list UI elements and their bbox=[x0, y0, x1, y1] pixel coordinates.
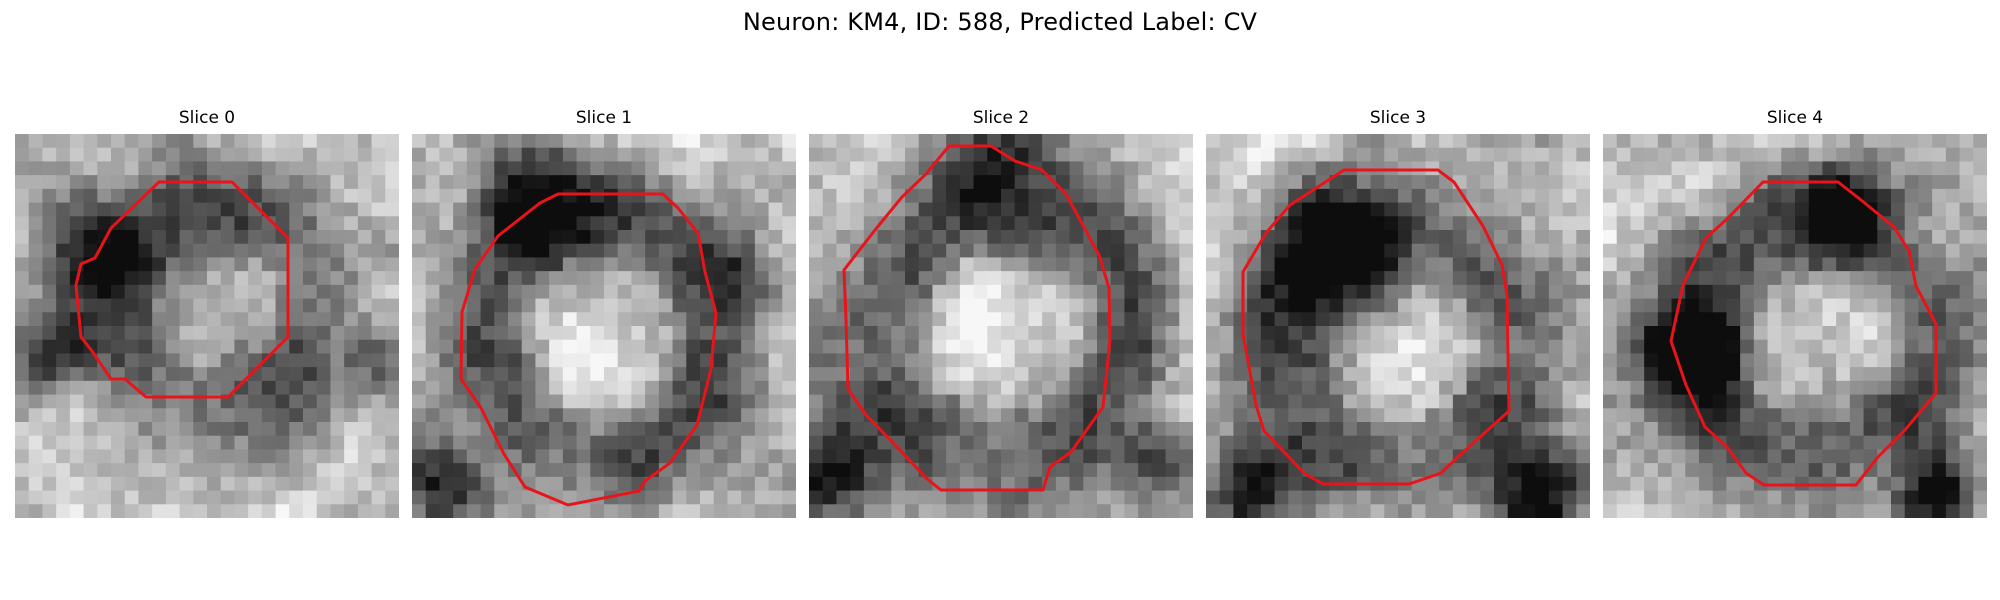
slice-title: Slice 1 bbox=[412, 108, 796, 128]
slice-title: Slice 0 bbox=[15, 108, 399, 128]
slice-image bbox=[1206, 134, 1590, 518]
slice-image bbox=[15, 134, 399, 518]
figure-title: Neuron: KM4, ID: 588, Predicted Label: C… bbox=[0, 8, 2000, 36]
microscopy-pixels bbox=[809, 134, 1193, 518]
slice-image bbox=[412, 134, 796, 518]
slice-panel-4: Slice 4 bbox=[1603, 108, 1987, 518]
slice-panel-0: Slice 0 bbox=[15, 108, 399, 518]
slice-image bbox=[809, 134, 1193, 518]
microscopy-pixels bbox=[1603, 134, 1987, 518]
slice-title: Slice 2 bbox=[809, 108, 1193, 128]
slice-title: Slice 3 bbox=[1206, 108, 1590, 128]
slice-title: Slice 4 bbox=[1603, 108, 1987, 128]
slice-panel-3: Slice 3 bbox=[1206, 108, 1590, 518]
slice-panel-2: Slice 2 bbox=[809, 108, 1193, 518]
slice-image bbox=[1603, 134, 1987, 518]
microscopy-pixels bbox=[412, 134, 796, 518]
microscopy-pixels bbox=[15, 134, 399, 518]
slice-panel-1: Slice 1 bbox=[412, 108, 796, 518]
microscopy-pixels bbox=[1206, 134, 1590, 518]
